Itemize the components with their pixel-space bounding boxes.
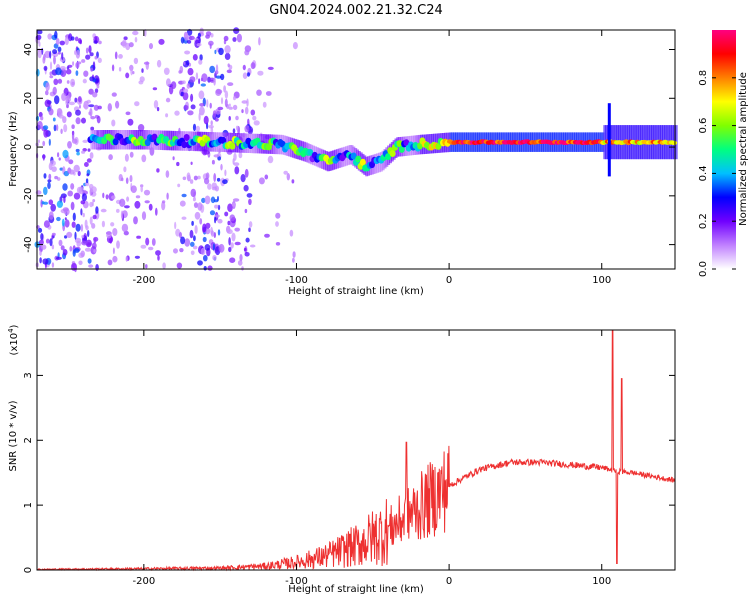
spectrogram-ytick-label: 0 <box>23 144 34 150</box>
spectrogram-noise <box>34 27 298 273</box>
snr-xtick-label: 100 <box>592 576 611 587</box>
snr-ylabel: SNR (10 * v/v) <box>8 400 19 471</box>
colorbar-gradient <box>712 30 736 269</box>
snr-scale-label: (x104) <box>7 324 20 355</box>
snr-xlabel: Height of straight line (km) <box>288 584 424 595</box>
spectrogram-ytick-label: 20 <box>23 92 34 105</box>
snr-panel: -200 -100 0 100 0 1 2 3 Height of straight line… <box>7 324 676 595</box>
spectrogram-xlabel: Height of straight line (km) <box>288 286 424 297</box>
snr-ytick-label: 2 <box>23 437 34 443</box>
colorbar: 0.0 0.2 0.4 0.6 0.8 Normalized spectral ampl… <box>698 30 749 277</box>
snr-frame <box>36 329 676 571</box>
colorbar-tick-label: 0.6 <box>698 118 709 134</box>
colorbar-label: Normalized spectral amplitude <box>738 72 749 226</box>
snr-xtick-label: -200 <box>132 576 155 587</box>
colorbar-tick-label: 0.4 <box>698 165 709 181</box>
spectrogram-xtick-label: 0 <box>446 275 452 286</box>
colorbar-tick-label: 0.2 <box>698 213 709 229</box>
spectrogram-frame <box>36 29 676 270</box>
spectrogram-xtick-label: -100 <box>285 275 308 286</box>
snr-xtick-label: 0 <box>446 576 452 587</box>
spectrogram-ytick-label: 40 <box>23 43 34 56</box>
spectrogram-band <box>87 103 678 177</box>
colorbar-tick-label: 0.0 <box>698 261 709 277</box>
spectrogram-xtick-label: 100 <box>592 275 611 286</box>
snr-series-line <box>36 329 676 572</box>
spectrogram-ytick-label: -20 <box>23 188 34 204</box>
snr-ytick-label: 0 <box>23 567 34 573</box>
spectrogram-ytick-label: -40 <box>23 236 34 252</box>
spectrogram-ylabel: Frequency (Hz) <box>8 111 19 187</box>
snr-ytick-label: 3 <box>23 372 34 378</box>
spectrogram-xtick-label: -200 <box>132 275 155 286</box>
snr-xtick-label: -100 <box>285 576 308 587</box>
snr-ytick-label: 1 <box>23 502 34 508</box>
figure-title: GN04.2024.002.21.32.C24 <box>269 3 443 18</box>
colorbar-tick-label: 0.8 <box>698 70 709 86</box>
